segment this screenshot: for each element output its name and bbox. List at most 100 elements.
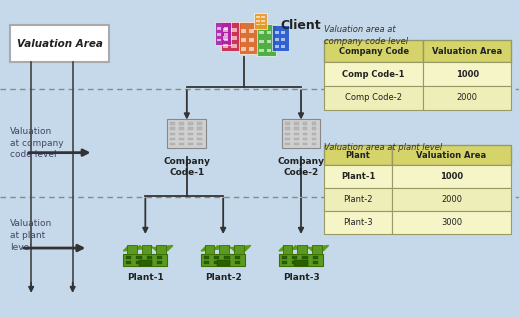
Bar <box>275 31 279 34</box>
Bar <box>281 31 285 34</box>
Text: Client: Client <box>280 19 321 32</box>
Text: 2000: 2000 <box>457 93 477 102</box>
Bar <box>259 49 264 52</box>
Bar <box>284 138 290 140</box>
Bar <box>203 261 209 265</box>
Bar <box>180 143 184 145</box>
Bar <box>324 40 423 62</box>
Bar <box>292 256 297 259</box>
Bar <box>294 122 298 125</box>
Text: Valuation area at plant level: Valuation area at plant level <box>324 143 443 152</box>
Bar <box>214 261 220 265</box>
Bar <box>142 245 152 254</box>
Text: Comp Code-2: Comp Code-2 <box>345 93 402 102</box>
Bar <box>257 24 276 56</box>
Bar <box>311 138 317 140</box>
Text: 1000: 1000 <box>440 172 463 181</box>
Bar <box>170 133 175 135</box>
Bar <box>392 188 511 211</box>
Bar <box>170 122 175 125</box>
Bar <box>256 24 260 25</box>
Bar <box>324 211 392 234</box>
Bar <box>303 122 307 125</box>
Bar <box>180 128 184 130</box>
Bar <box>147 261 152 265</box>
Bar <box>324 188 392 211</box>
Bar <box>292 261 297 265</box>
Bar <box>249 47 254 51</box>
Text: Valuation
at company
code level: Valuation at company code level <box>10 127 64 159</box>
Bar <box>234 245 244 254</box>
Text: Plant-1: Plant-1 <box>341 172 375 181</box>
Text: Valuation Area: Valuation Area <box>432 46 502 56</box>
Bar <box>423 40 511 62</box>
Bar <box>311 128 317 130</box>
Bar <box>136 261 142 265</box>
Text: Company Code: Company Code <box>338 46 409 56</box>
Bar <box>303 128 307 130</box>
Bar <box>392 145 511 165</box>
Text: 2000: 2000 <box>441 195 462 204</box>
Bar <box>294 133 298 135</box>
Bar <box>261 20 265 22</box>
Bar <box>267 31 271 34</box>
Bar <box>139 259 152 266</box>
Bar <box>284 122 290 125</box>
Polygon shape <box>279 245 329 251</box>
Text: Plant-2: Plant-2 <box>344 195 373 204</box>
Text: Valuation area at
company code level: Valuation area at company code level <box>324 25 408 46</box>
Bar <box>180 138 184 140</box>
Text: 1000: 1000 <box>456 70 479 79</box>
Bar <box>284 133 290 135</box>
Bar <box>281 261 287 265</box>
Bar <box>180 133 184 135</box>
Bar <box>126 261 131 265</box>
Bar <box>126 256 131 259</box>
Bar <box>267 40 271 44</box>
Bar <box>188 122 193 125</box>
Bar <box>197 122 202 125</box>
Bar <box>281 45 285 48</box>
Bar <box>281 119 320 148</box>
Text: Plant-3: Plant-3 <box>343 218 373 227</box>
Bar <box>217 39 221 41</box>
Bar <box>275 45 279 48</box>
Bar <box>157 256 162 259</box>
Bar <box>224 33 227 36</box>
Bar <box>324 86 423 110</box>
Bar <box>231 36 237 40</box>
Bar <box>231 44 237 48</box>
Bar <box>272 25 289 51</box>
Bar <box>303 133 307 135</box>
Bar <box>170 138 175 140</box>
Polygon shape <box>201 245 251 251</box>
Bar <box>294 143 298 145</box>
Bar <box>224 27 227 30</box>
Text: Valuation Area: Valuation Area <box>17 39 103 49</box>
Bar <box>324 165 392 188</box>
Bar <box>223 44 228 48</box>
Polygon shape <box>124 245 173 251</box>
Bar <box>147 256 152 259</box>
Bar <box>281 38 285 41</box>
Bar <box>224 261 230 265</box>
Bar <box>220 245 229 254</box>
Bar <box>259 31 264 34</box>
Bar <box>197 138 202 140</box>
Bar <box>275 38 279 41</box>
Bar <box>283 245 292 254</box>
Bar <box>124 254 167 266</box>
Bar <box>214 256 220 259</box>
Bar <box>224 256 230 259</box>
Bar <box>392 165 511 188</box>
Bar <box>203 256 209 259</box>
Bar <box>197 143 202 145</box>
Bar <box>156 245 166 254</box>
Bar <box>223 36 228 40</box>
Bar <box>297 245 307 254</box>
Bar <box>221 22 241 51</box>
Bar <box>180 122 184 125</box>
Bar <box>423 86 511 110</box>
Bar <box>324 145 392 165</box>
Bar <box>267 49 271 52</box>
